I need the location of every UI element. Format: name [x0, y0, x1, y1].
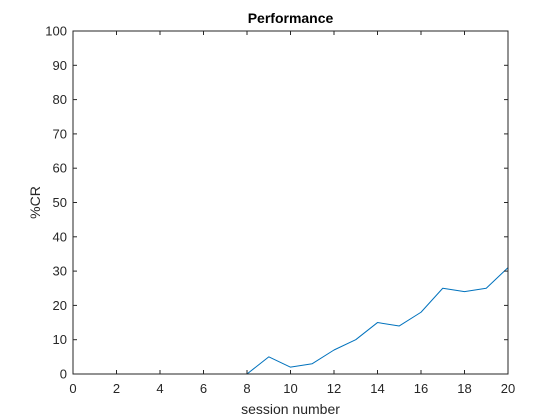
x-axis-label: session number	[241, 401, 340, 417]
plot-area	[73, 31, 508, 374]
y-axis-label: %CR	[27, 186, 43, 219]
x-tick-label: 8	[243, 381, 250, 396]
x-tick-label: 16	[414, 381, 428, 396]
y-tick-label: 40	[53, 229, 67, 244]
x-tick-label: 2	[113, 381, 120, 396]
y-tick-label: 0	[60, 367, 67, 382]
x-tick-label: 10	[283, 381, 297, 396]
y-tick-label: 80	[53, 92, 67, 107]
ticks-layer: 0 2 4 6 8 10 12 14 16 18 20 0 10 20 30 40 50 60 70 80 90 100	[45, 24, 515, 397]
y-tick-label: 60	[53, 161, 67, 176]
y-tick-label: 20	[53, 298, 67, 313]
y-tick-label: 10	[53, 332, 67, 347]
chart-title: Performance	[248, 10, 334, 26]
y-tick-label: 90	[53, 58, 67, 73]
x-tick-label: 14	[370, 381, 384, 396]
x-tick-label: 6	[200, 381, 207, 396]
x-tick-label: 20	[501, 381, 515, 396]
y-tick-label: 70	[53, 126, 67, 141]
y-tick-label: 100	[45, 24, 67, 39]
y-tick-label: 50	[53, 195, 67, 210]
x-tick-label: 0	[69, 381, 76, 396]
x-tick-label: 12	[327, 381, 341, 396]
y-tick-label: 30	[53, 264, 67, 279]
x-tick-label: 4	[156, 381, 163, 396]
x-tick-label: 18	[457, 381, 471, 396]
